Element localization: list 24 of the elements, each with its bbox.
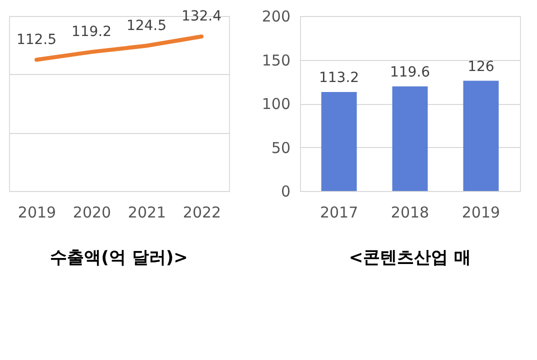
- text: <콘텐츠산업 매: [348, 248, 472, 268]
- y-tick-label: 0: [280, 182, 290, 200]
- x-tick-label: 2017: [320, 204, 358, 222]
- data-label: 124.5: [126, 18, 167, 34]
- x-tick-label: 2018: [390, 204, 430, 222]
- bar: [392, 86, 428, 191]
- bar: [463, 80, 499, 191]
- y-tick-label: 50: [271, 138, 290, 157]
- data-label: 132.4: [181, 8, 222, 25]
- y-tick-label: 100: [262, 95, 290, 113]
- y-tick-label: 200: [262, 8, 290, 26]
- y-tick-label: 150: [262, 51, 290, 70]
- x-tick-label: 2020: [72, 204, 112, 222]
- x-tick-label: 2019: [462, 204, 500, 222]
- bar: [321, 92, 357, 191]
- data-label: 119.6: [390, 64, 430, 80]
- x-tick-label: 2022: [182, 204, 222, 222]
- data-label: 126: [468, 58, 494, 75]
- x-tick-label: 2019: [18, 204, 56, 222]
- x-tick-label: 2021: [128, 204, 166, 222]
- data-label: 119.2: [71, 24, 112, 40]
- text: 수출액(억 달러)>: [50, 248, 188, 268]
- data-label: 112.5: [16, 32, 57, 48]
- data-label: 113.2: [318, 70, 360, 86]
